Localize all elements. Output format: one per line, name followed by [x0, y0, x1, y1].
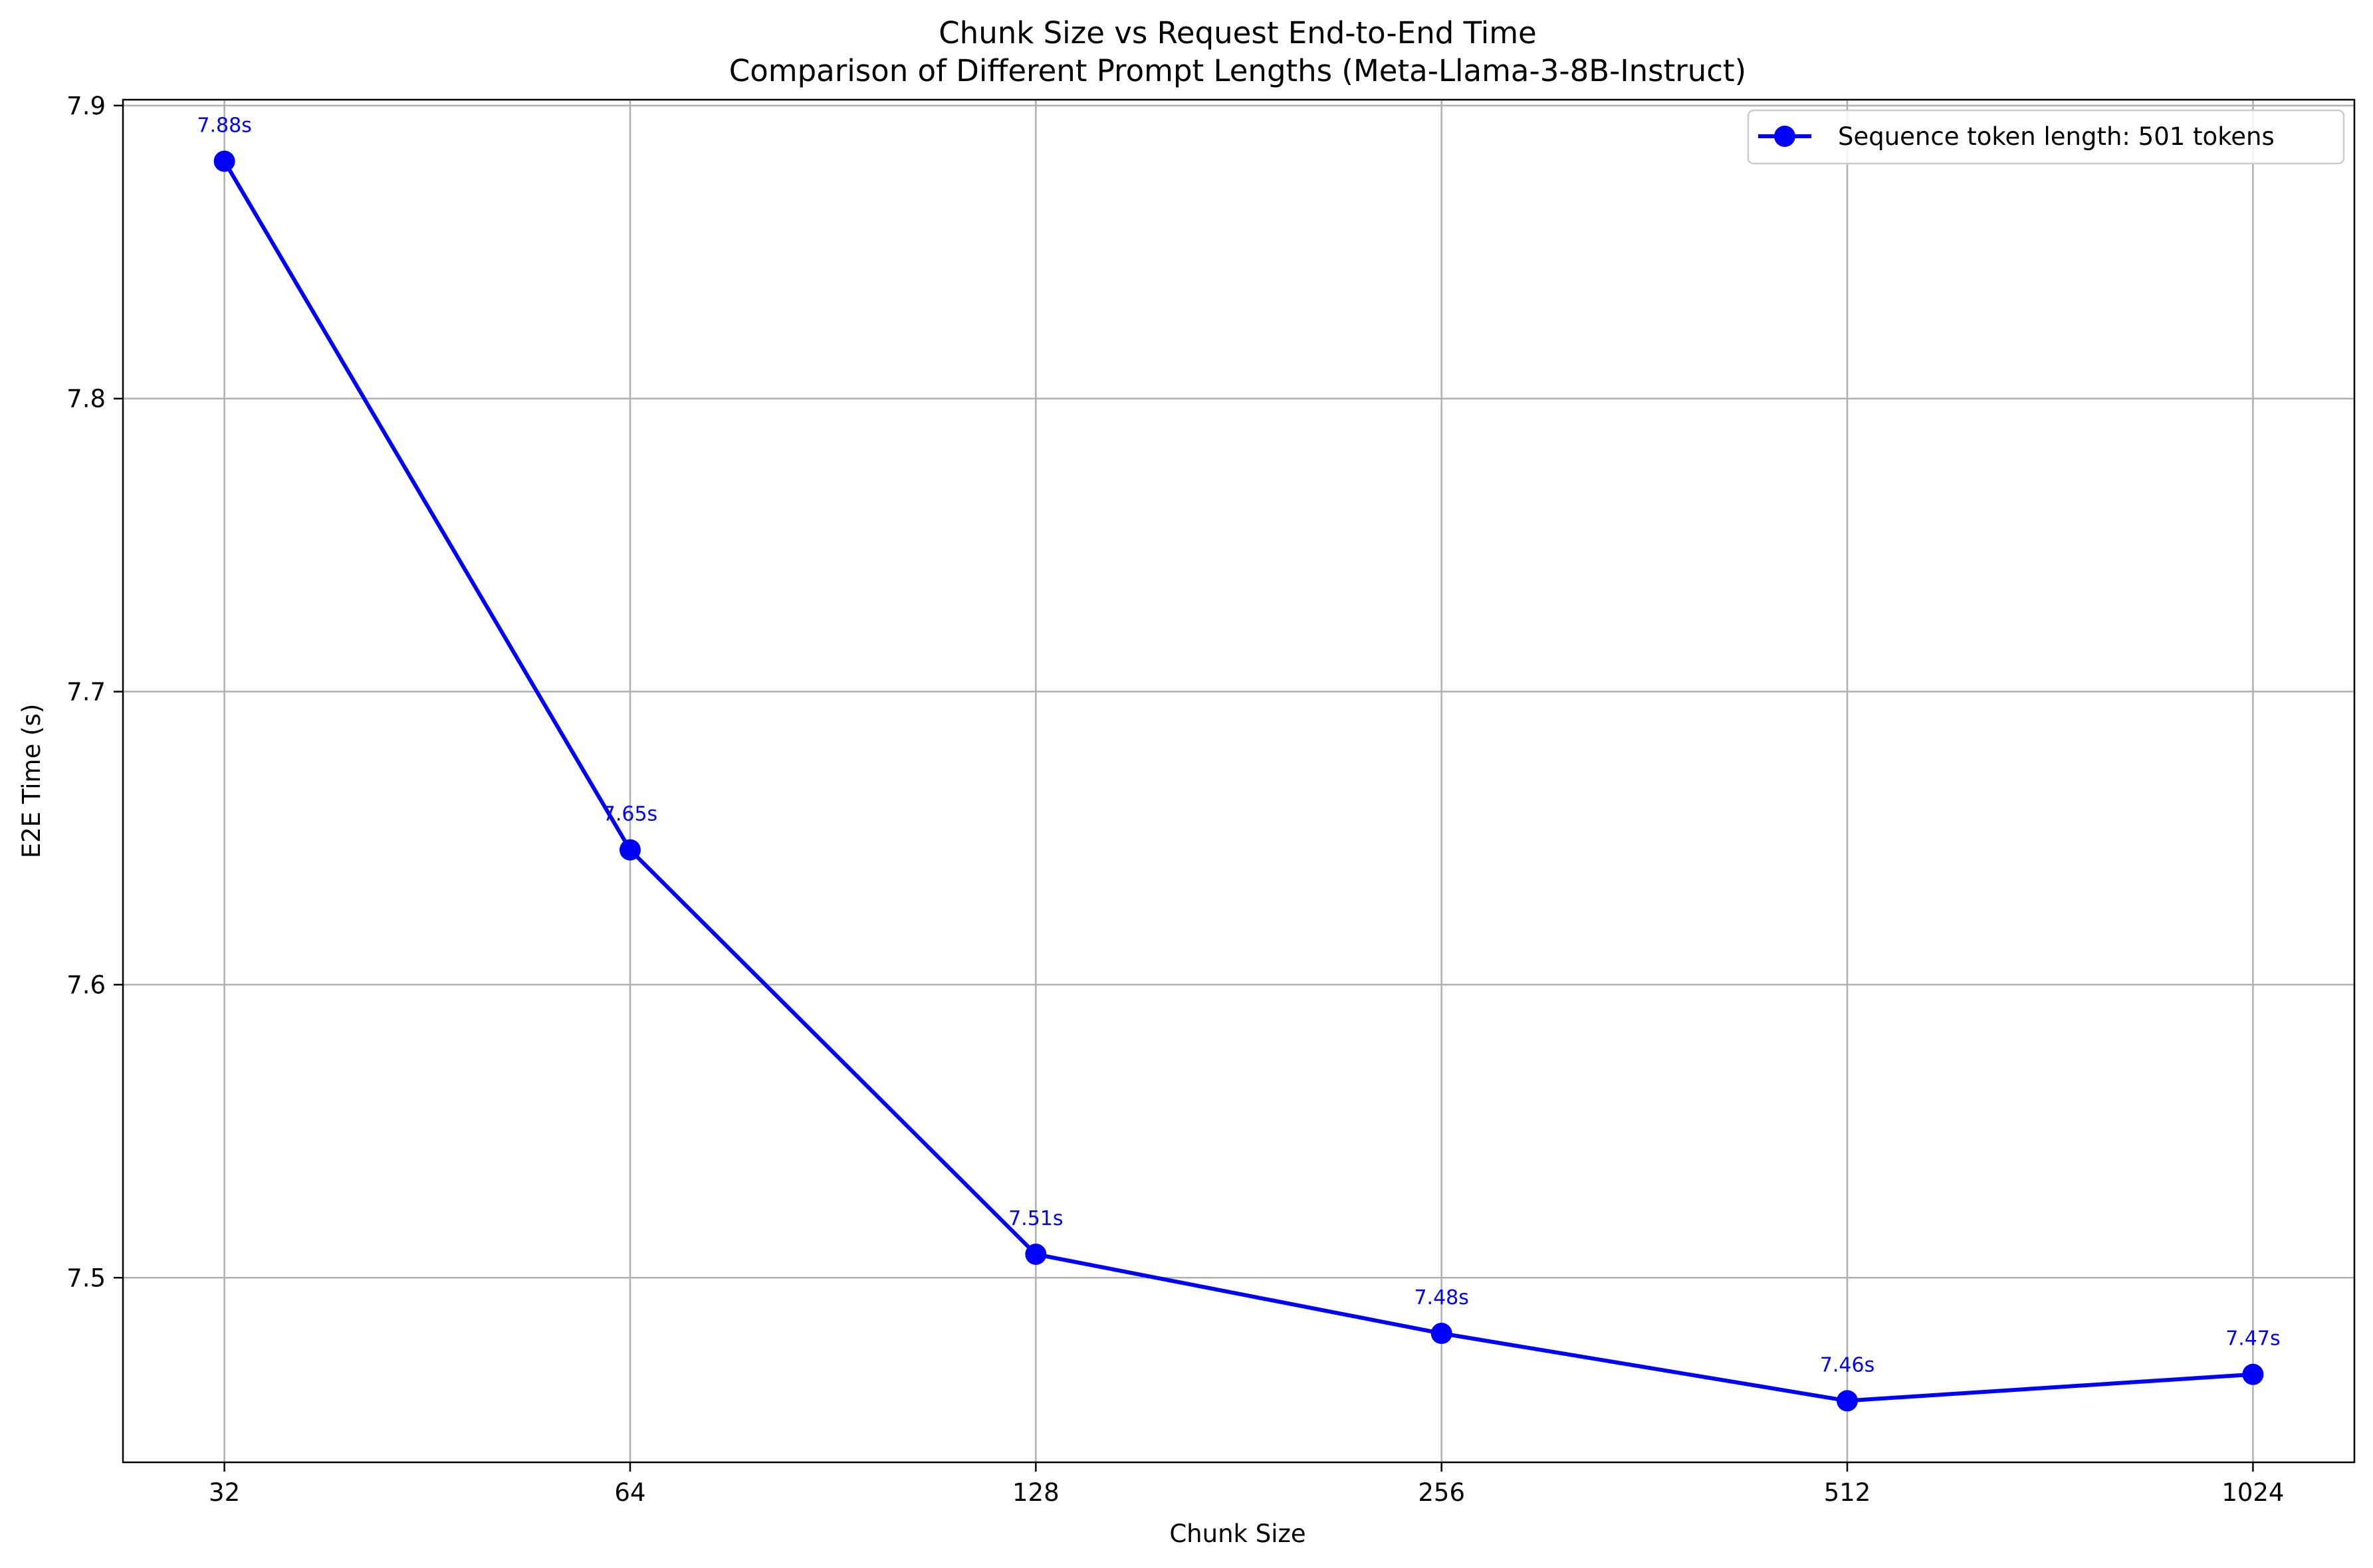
axis-ticks: 32 64 128 256 512 1024 7.5 7.6 7.7 7.8 7.9 [66, 92, 2284, 1507]
data-label: 7.88s [197, 114, 251, 138]
data-point [619, 839, 641, 861]
grid-lines [123, 100, 2354, 1462]
chart-subtitle: Comparison of Different Prompt Lengths (… [729, 53, 1746, 88]
x-tick-label: 1024 [2221, 1478, 2284, 1507]
data-label: 7.48s [1414, 1286, 1468, 1309]
series-line [223, 160, 2253, 1403]
legend-box [1747, 109, 2345, 165]
x-tick-label: 32 [209, 1478, 240, 1507]
data-point [1430, 1323, 1452, 1345]
data-label: 7.46s [1820, 1353, 1874, 1377]
y-tick-label: 7.7 [66, 678, 106, 707]
data-label: 7.51s [1008, 1207, 1063, 1230]
x-tick-label: 512 [1824, 1478, 1871, 1507]
legend-dot-marker [1774, 126, 1795, 147]
y-tick-label: 7.6 [66, 970, 106, 999]
x-tick-label: 64 [614, 1478, 645, 1507]
y-tick-label: 7.8 [66, 385, 106, 413]
data-label: 7.47s [2225, 1327, 2280, 1351]
y-tick-label: 7.9 [66, 92, 106, 120]
series-layer: 7.88s 7.65s 7.51s 7.48s 7.46s 7.47s [197, 114, 2281, 1412]
y-axis-label: E2E Time (s) [17, 704, 46, 859]
data-point [2242, 1363, 2264, 1385]
legend-entry-label: Sequence token length: 501 tokens [1838, 122, 2275, 151]
x-tick-label: 128 [1012, 1478, 1060, 1507]
x-tick-label: 256 [1418, 1478, 1465, 1507]
data-point [213, 150, 235, 172]
data-point [1837, 1390, 1859, 1412]
data-label: 7.65s [603, 803, 657, 826]
data-point [1025, 1243, 1047, 1265]
legend: Sequence token length: 501 tokens [1747, 109, 2345, 165]
y-tick-label: 7.5 [66, 1264, 106, 1292]
plot-frame [122, 98, 2356, 1464]
chart-title: Chunk Size vs Request End-to-End Time [939, 15, 1536, 51]
x-axis-label: Chunk Size [1169, 1519, 1305, 1548]
